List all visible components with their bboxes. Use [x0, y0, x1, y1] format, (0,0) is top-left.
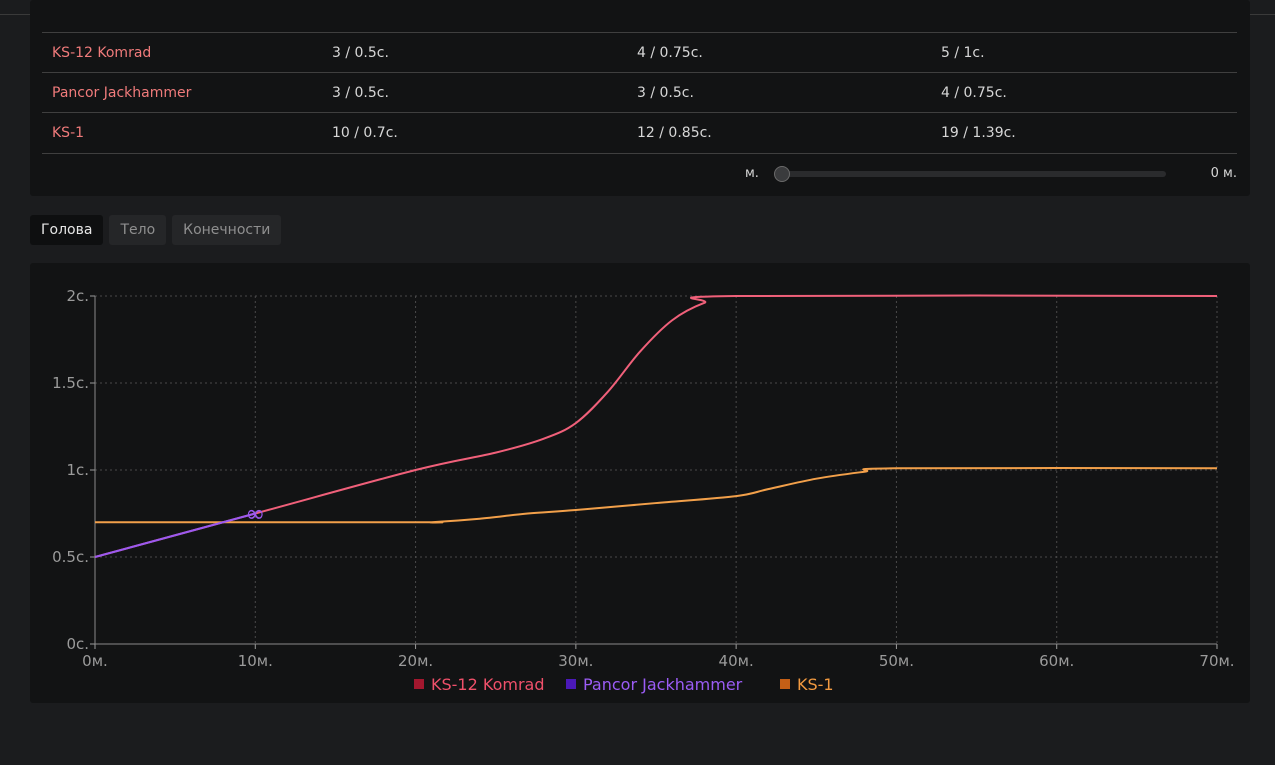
table-cell: 3 / 0.5с.	[332, 85, 389, 101]
series-line-ks1	[95, 467, 1218, 524]
distance-slider-row: м. 0 м.	[30, 164, 1250, 184]
chart-panel: 0м. 10м. 20м. 30м. 40м. 50м. 60м. 70м. 0с. 0.5с. 1…	[30, 263, 1250, 703]
slider-value: 0 м.	[1210, 166, 1237, 181]
table-row: KS-1 10 / 0.7с. 12 / 0.85с. 19 / 1.39с.	[42, 112, 1237, 154]
x-tick-label: 70м.	[1199, 652, 1234, 670]
y-tick-label: 0.5с.	[52, 548, 89, 566]
tab-1[interactable]: Тело	[109, 215, 167, 245]
hit-zone-tabs: Голова Тело Конечности	[30, 215, 287, 245]
x-tick-label: 30м.	[558, 652, 593, 670]
slider-unit-label: м.	[745, 166, 759, 181]
weapon-name: KS-12 Komrad	[52, 45, 152, 61]
table-cell: 3 / 0.5с.	[332, 45, 389, 61]
x-tick-label: 40м.	[719, 652, 754, 670]
y-tick-label: 0с.	[66, 635, 89, 653]
distance-slider-track[interactable]	[782, 171, 1166, 177]
weapon-name: KS-1	[52, 125, 85, 141]
table-row: KS-12 Komrad 3 / 0.5с. 4 / 0.75с. 5 / 1с.	[42, 32, 1237, 73]
damage-table-panel: KS-12 Komrad 3 / 0.5с. 4 / 0.75с. 5 / 1с. Pa…	[30, 0, 1250, 196]
y-tick-label: 1.5с.	[52, 374, 89, 392]
table-row: Pancor Jackhammer 3 / 0.5с. 3 / 0.5с. 4 / 0…	[42, 72, 1237, 113]
table-cell: 5 / 1с.	[941, 45, 985, 61]
ttk-line-chart: 0м. 10м. 20м. 30м. 40м. 50м. 60м. 70м. 0с. 0.5с. 1…	[52, 287, 1234, 694]
legend-label-ks1: KS-1	[797, 675, 834, 694]
table-cell: 10 / 0.7с.	[332, 125, 398, 141]
legend-swatch-ks1	[780, 679, 790, 689]
table-cell: 4 / 0.75с.	[941, 85, 1007, 101]
legend-swatch-pancor	[566, 679, 576, 689]
x-tick-label: 50м.	[879, 652, 914, 670]
x-tick-label: 60м.	[1039, 652, 1074, 670]
y-tick-label: 2с.	[66, 287, 89, 305]
y-tick-label: 1с.	[66, 461, 89, 479]
legend-swatch-ks12	[414, 679, 424, 689]
table-cell: 12 / 0.85с.	[637, 125, 712, 141]
table-cell: 19 / 1.39с.	[941, 125, 1016, 141]
tab-0[interactable]: Голова	[30, 215, 104, 245]
table-cell: 3 / 0.5с.	[637, 85, 694, 101]
weapon-name: Pancor Jackhammer	[52, 85, 192, 101]
x-tick-label: 10м.	[238, 652, 273, 670]
distance-slider-thumb[interactable]	[774, 166, 790, 182]
series-line-ks12	[94, 294, 1218, 558]
x-tick-label: 0м.	[82, 652, 108, 670]
table-cell: 4 / 0.75с.	[637, 45, 703, 61]
x-tick-label: 20м.	[398, 652, 433, 670]
legend-label-ks12: KS-12 Komrad	[431, 675, 544, 694]
infinity-marker: ∞	[245, 500, 265, 528]
legend-label-pancor: Pancor Jackhammer	[583, 675, 743, 694]
tab-2[interactable]: Конечности	[172, 215, 282, 245]
series-line-pancor	[94, 512, 256, 558]
